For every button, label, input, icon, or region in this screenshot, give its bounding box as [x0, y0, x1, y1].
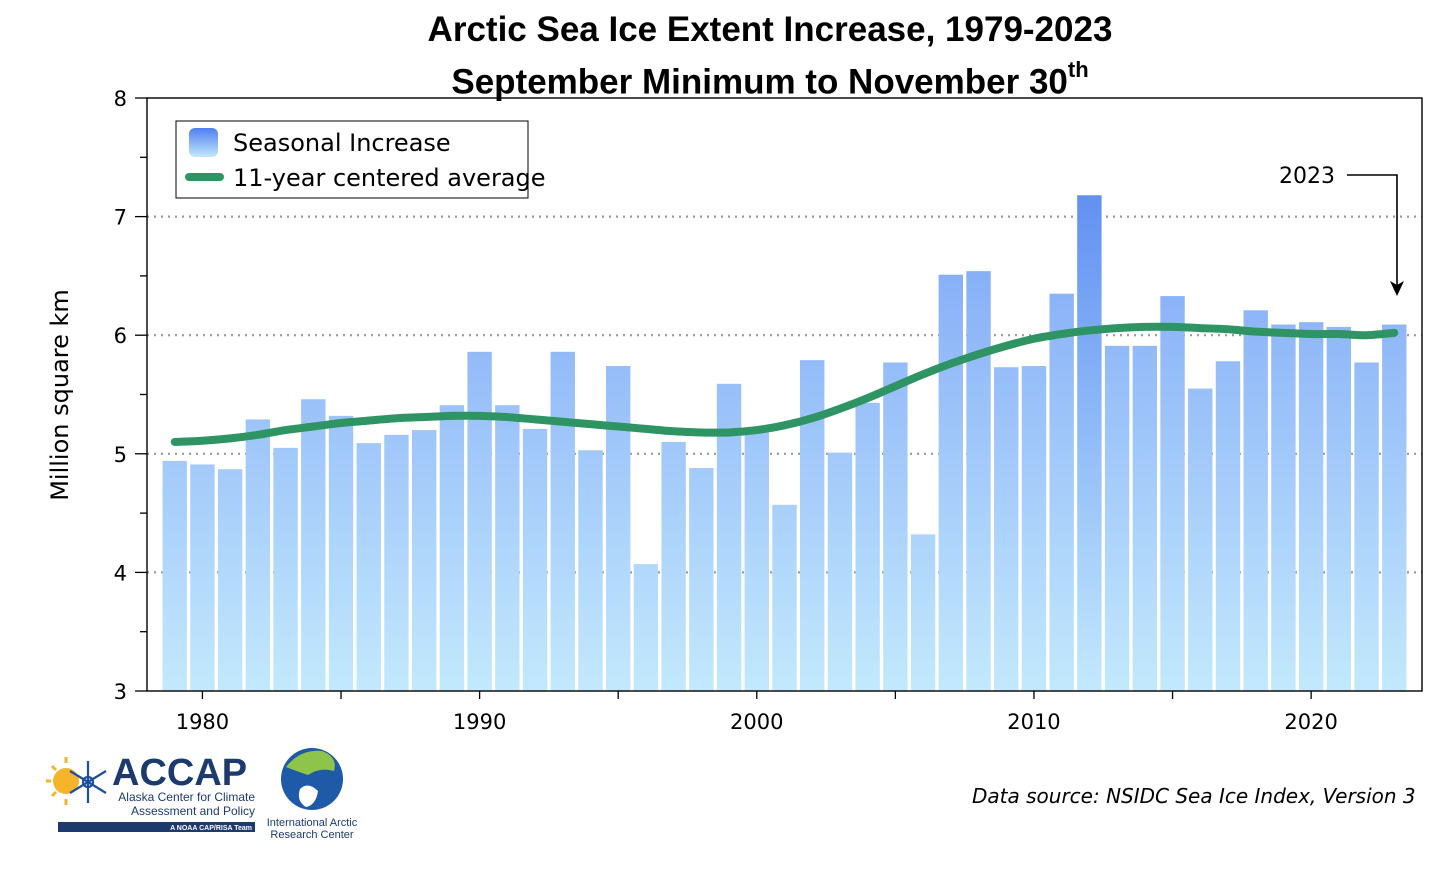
bar — [994, 367, 1019, 691]
data-source-note: Data source: NSIDC Sea Ice Index, Versio… — [972, 784, 1416, 808]
bar — [328, 415, 354, 691]
bar — [495, 405, 520, 691]
bar — [1132, 345, 1158, 691]
y-axis-label: Million square km — [46, 289, 74, 501]
snowflake-icon — [69, 761, 107, 803]
bar — [827, 452, 853, 691]
bar — [661, 441, 686, 691]
bar — [1243, 310, 1268, 691]
y-tick-label: 5 — [114, 443, 127, 467]
bar — [522, 428, 548, 691]
y-tick-label: 4 — [114, 561, 127, 585]
bar — [938, 274, 963, 691]
legend-swatch-bars — [189, 128, 218, 157]
accap-band — [58, 822, 255, 832]
annotation-label: 2023 — [1279, 164, 1335, 189]
iarc-name-line1: International Arctic — [267, 817, 358, 829]
accap-subtitle-line1: Alaska Center for Climate — [118, 790, 255, 804]
accap-wordmark: ACCAP — [112, 752, 247, 794]
bar-series — [162, 195, 1407, 691]
bar — [550, 351, 575, 691]
bar — [384, 434, 409, 691]
bar — [301, 399, 326, 691]
bar — [1188, 388, 1213, 691]
x-tick-label: 2010 — [1007, 710, 1060, 734]
y-tick-label: 3 — [114, 680, 127, 704]
bar — [633, 564, 659, 691]
bar — [273, 447, 298, 691]
bar — [606, 366, 631, 691]
bar — [1271, 324, 1296, 691]
bar — [190, 464, 215, 691]
bar — [162, 460, 187, 691]
legend-box — [175, 120, 529, 199]
accap-subtitle-line2: Assessment and Policy — [131, 804, 255, 818]
y-tick-label: 6 — [114, 324, 127, 348]
bar — [1077, 195, 1102, 691]
bar — [855, 402, 880, 691]
bar — [966, 271, 991, 691]
legend-label-seasonal-increase: Seasonal Increase — [233, 129, 451, 157]
x-tick-label: 1980 — [176, 710, 229, 734]
sun-icon — [46, 757, 79, 805]
bar — [356, 443, 381, 691]
bar — [411, 430, 437, 691]
bar — [578, 450, 603, 691]
y-tick-label: 7 — [114, 206, 127, 230]
annotation-2023: 2023 — [1279, 164, 1404, 296]
bar — [744, 430, 769, 691]
x-tick-label: 1990 — [453, 710, 506, 734]
bar — [1021, 366, 1047, 691]
bar — [245, 419, 271, 691]
bar — [1215, 361, 1241, 691]
bar — [439, 405, 465, 691]
bar — [772, 504, 797, 691]
chart-title: Arctic Sea Ice Extent Increase, 1979-202… — [0, 8, 1456, 105]
x-tick-label: 2020 — [1284, 710, 1337, 734]
legend: Seasonal Increase 11-year centered avera… — [175, 120, 546, 199]
chart-title-superscript: th — [1067, 57, 1089, 82]
iarc-logo: International Arctic Research Center — [267, 748, 358, 841]
accap-band-text: A NOAA CAP/RISA Team — [170, 825, 252, 832]
bar — [883, 362, 908, 691]
chart-title-line1: Arctic Sea Ice Extent Increase, 1979-202… — [427, 10, 1113, 49]
bar — [1326, 326, 1352, 691]
bar — [1160, 296, 1185, 691]
bar — [217, 469, 243, 691]
bar — [910, 534, 936, 691]
y-tick-label: 8 — [114, 87, 127, 111]
annotation-arrowhead — [1390, 281, 1404, 296]
chart-title-line2: September Minimum to November 30th — [0, 52, 1456, 105]
iarc-name-line2: Research Center — [270, 829, 353, 841]
chart-title-line2-text: September Minimum to November 30 — [451, 62, 1068, 102]
bar — [1382, 324, 1407, 691]
accap-logo: ACCAP Alaska Center for Climate Assessme… — [46, 752, 255, 832]
x-tick-label: 2000 — [730, 710, 783, 734]
average-line-series — [170, 322, 1399, 446]
bar — [1104, 345, 1130, 691]
annotation-arrow-line — [1347, 174, 1398, 288]
logos: ACCAP Alaska Center for Climate Assessme… — [46, 748, 358, 841]
bar — [689, 468, 714, 691]
bar — [467, 351, 492, 691]
bar — [800, 360, 825, 691]
bar — [1298, 322, 1324, 691]
legend-label-average: 11-year centered average — [233, 164, 546, 192]
bar — [1049, 293, 1074, 691]
bar — [1354, 362, 1379, 691]
average-line — [170, 322, 1399, 446]
axes: 3 4 5 6 7 8 1980 1990 2000 2010 2020 — [114, 87, 1338, 734]
